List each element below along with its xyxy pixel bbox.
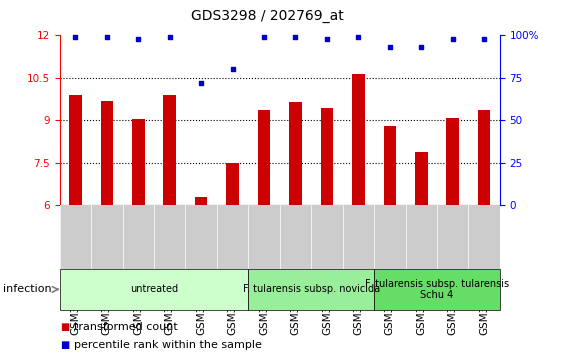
Bar	[289, 102, 302, 205]
Point	[197, 80, 206, 86]
Bar	[101, 101, 113, 205]
Point	[417, 45, 426, 50]
Bar	[320, 108, 333, 205]
Bar	[352, 74, 365, 205]
Point	[354, 34, 363, 40]
Bar	[383, 126, 396, 205]
Bar	[478, 110, 490, 205]
Point	[165, 34, 174, 40]
Bar	[446, 118, 459, 205]
Text: F. tularensis subsp. novicida: F. tularensis subsp. novicida	[243, 284, 380, 295]
Bar	[132, 119, 144, 205]
Bar	[195, 197, 207, 205]
Bar	[226, 163, 239, 205]
Bar	[415, 152, 428, 205]
Bar	[164, 95, 176, 205]
Bar	[374, 269, 500, 310]
Point	[479, 36, 488, 42]
Bar	[248, 269, 374, 310]
Text: transformed count: transformed count	[74, 322, 178, 332]
Text: F. tularensis subsp. tularensis
Schu 4: F. tularensis subsp. tularensis Schu 4	[365, 279, 509, 300]
Point	[71, 34, 80, 40]
Point	[448, 36, 457, 42]
Point	[385, 45, 394, 50]
Text: ■: ■	[60, 322, 69, 332]
Point	[133, 36, 143, 42]
Bar	[69, 95, 82, 205]
Bar	[258, 110, 270, 205]
Point	[291, 34, 300, 40]
Text: untreated: untreated	[130, 284, 178, 295]
Point	[260, 34, 269, 40]
Point	[102, 34, 111, 40]
Text: ■: ■	[60, 340, 69, 350]
Point	[323, 36, 332, 42]
Text: GDS3298 / 202769_at: GDS3298 / 202769_at	[191, 9, 343, 23]
Text: infection: infection	[3, 284, 52, 295]
Bar	[60, 269, 248, 310]
Point	[228, 67, 237, 72]
Text: percentile rank within the sample: percentile rank within the sample	[74, 340, 262, 350]
